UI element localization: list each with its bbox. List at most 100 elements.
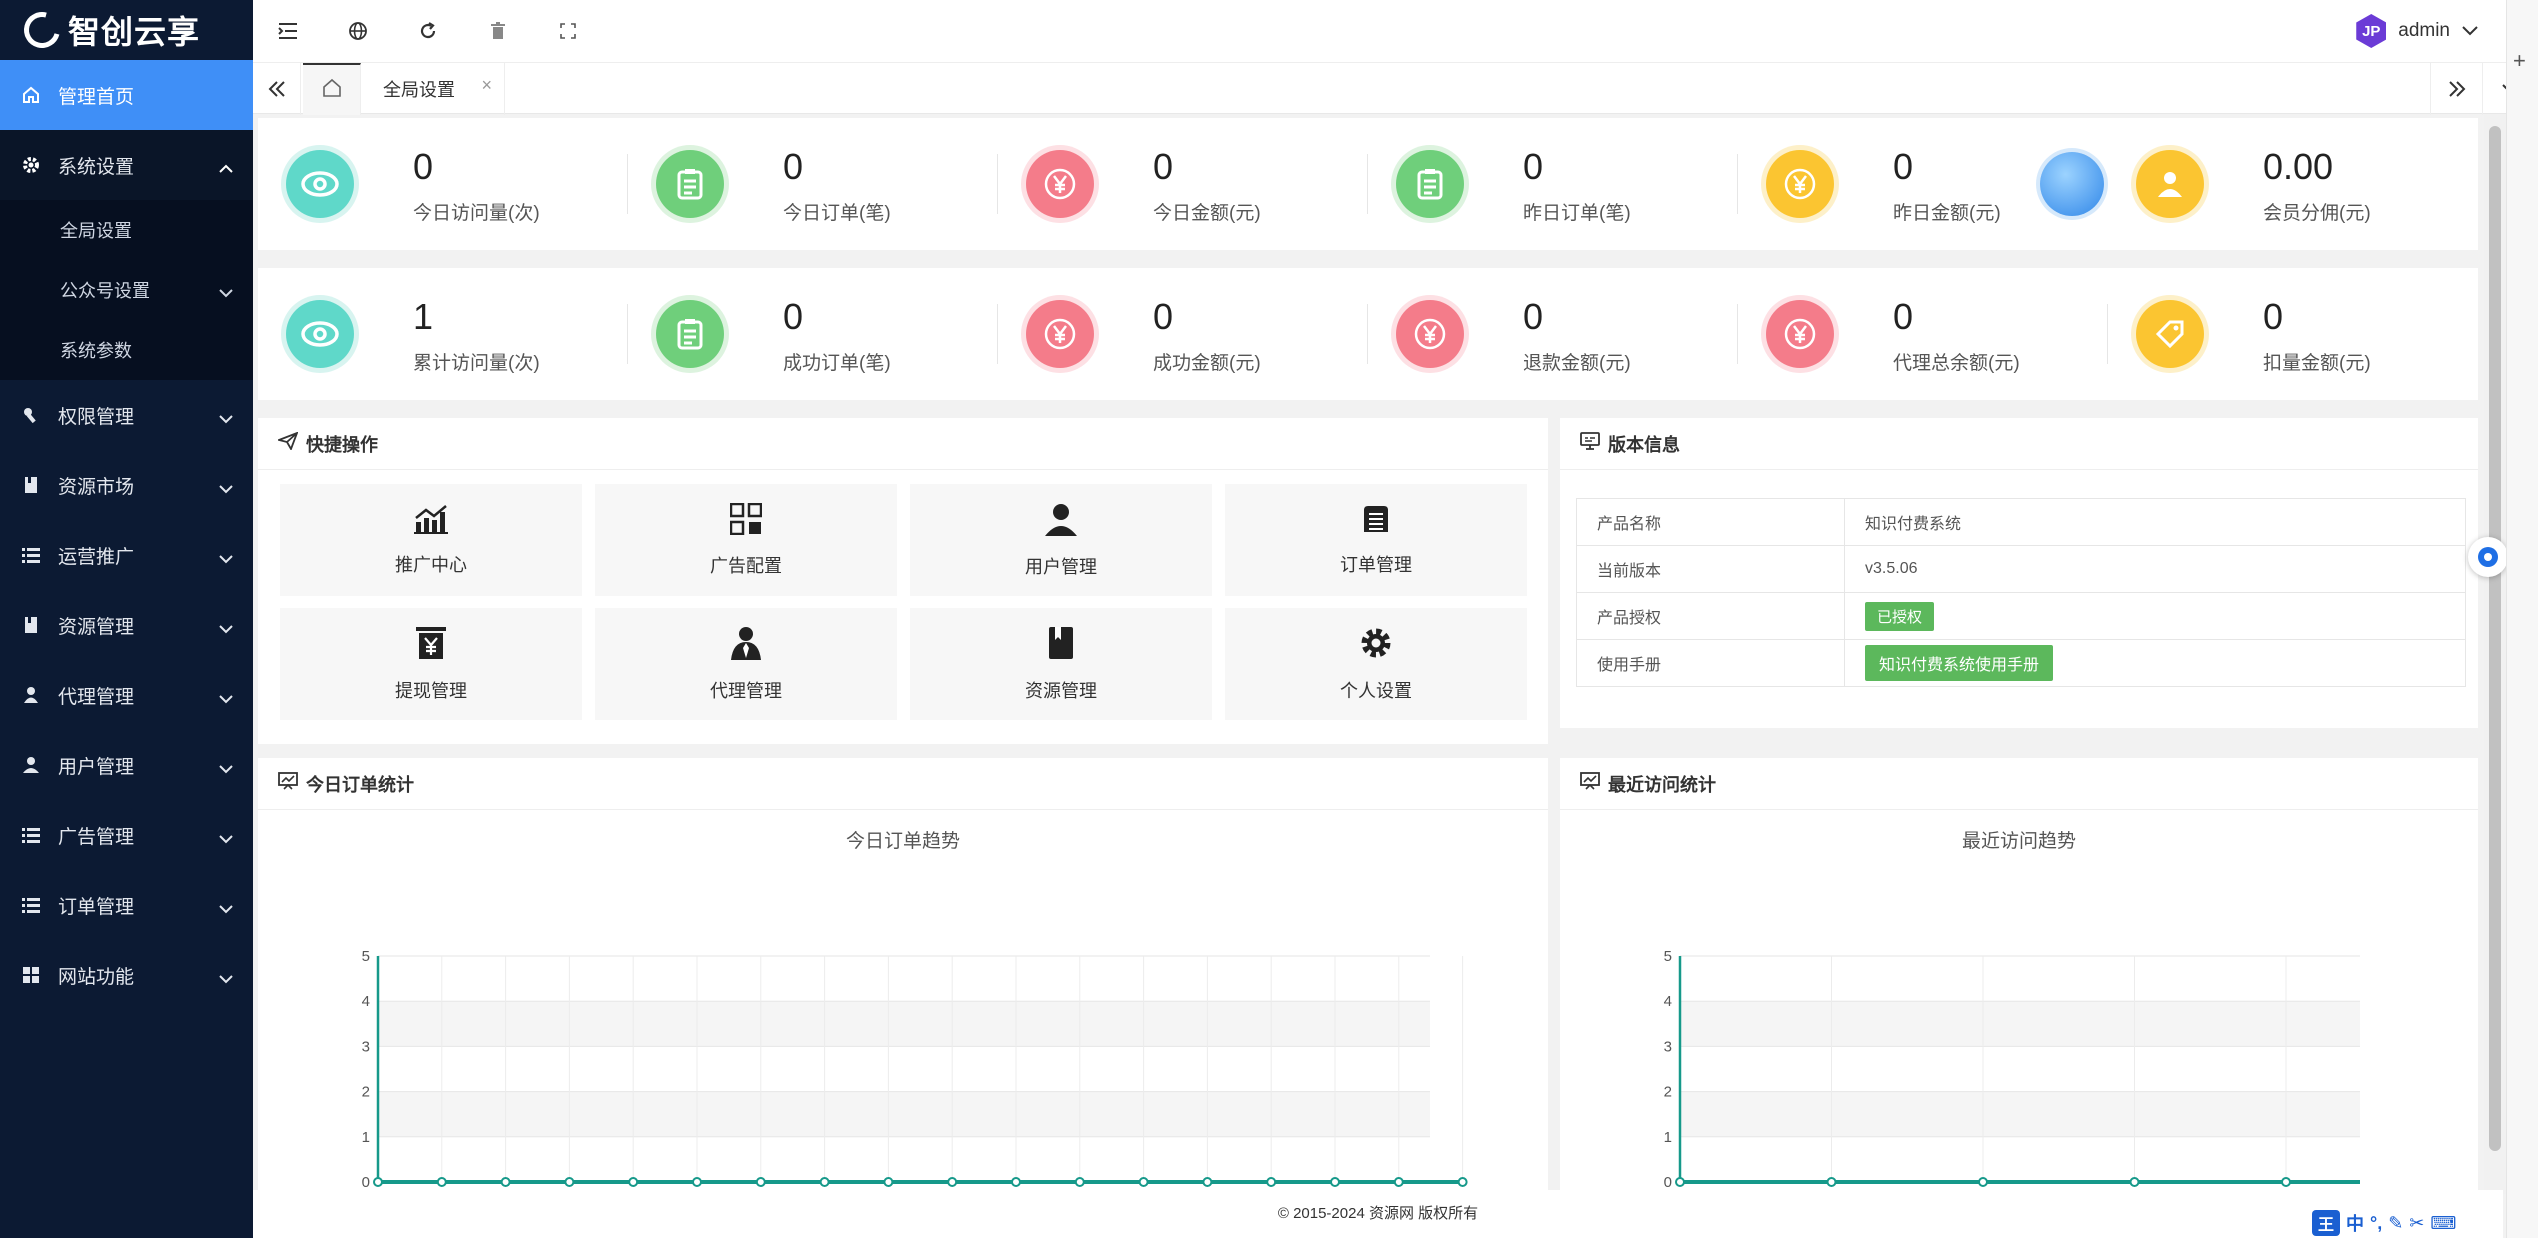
visit-trend-chart: 0123452025-05-312025-06-022025-06-042025…	[1664, 948, 2360, 1190]
sidebar-item-label: 资源市场	[58, 476, 135, 498]
ime-punct[interactable]: °,	[2370, 1212, 2383, 1233]
sidebar-item-ads[interactable]: 广告管理	[0, 800, 253, 870]
y-tick-label: 4	[1664, 993, 1672, 1010]
stats-row-total: 1 累计访问量(次) 0 成功订单(笔) 0 成功金额(元) 0 退款金额(元)…	[258, 268, 2478, 400]
sidebar-subitem-wechat[interactable]: 公众号设置	[0, 260, 253, 320]
divider	[1367, 154, 1368, 214]
sidebar-item-promotion[interactable]: 运营推广	[0, 520, 253, 590]
logo[interactable]: 智创云享	[0, 0, 253, 60]
plus-icon[interactable]: +	[2513, 48, 2526, 73]
sidebar-item-orders[interactable]: 订单管理	[0, 870, 253, 940]
grid-band	[378, 1046, 1430, 1092]
sidebar-item-resource[interactable]: 资源管理	[0, 590, 253, 660]
data-point	[1266, 1177, 1277, 1187]
yen-icon	[1026, 300, 1094, 368]
chevron-down-icon	[219, 828, 233, 850]
tab-label: 全局设置	[383, 80, 455, 100]
data-point	[1202, 1177, 1213, 1187]
ime-scissors[interactable]: ✂	[2409, 1212, 2425, 1233]
quick-action-withdraw[interactable]: 提现管理	[280, 608, 582, 720]
chevron-down-icon	[219, 898, 233, 920]
sidebar-item-system[interactable]: 系统设置	[0, 130, 253, 200]
table-row: 产品授权 已授权	[1576, 592, 2466, 640]
ime-handwrite[interactable]: ✎	[2388, 1212, 2404, 1233]
globe-button[interactable]	[323, 0, 393, 62]
panel-header: 今日订单统计	[258, 758, 1548, 810]
refresh-button[interactable]	[393, 0, 463, 62]
panel-title: 快捷操作	[306, 434, 378, 455]
quick-action-ads[interactable]: 广告配置	[595, 484, 897, 596]
grid-band	[378, 1136, 1430, 1182]
stat-card: 1 累计访问量(次)	[258, 268, 628, 400]
logo-mark-icon	[17, 5, 67, 55]
stat-label: 退款金额(元)	[1523, 353, 1631, 374]
list-icon	[22, 826, 40, 844]
data-point	[1675, 1177, 1685, 1187]
list-icon	[22, 546, 40, 564]
divider	[1737, 304, 1738, 364]
stat-card: 0 扣量金额(元)	[2108, 268, 2478, 400]
qrcode-icon	[729, 502, 763, 540]
quick-action-users[interactable]: 用户管理	[910, 484, 1212, 596]
vertical-scrollbar[interactable]	[2484, 114, 2506, 1194]
tab-scroll-right-button[interactable]	[2430, 63, 2482, 115]
quick-action-label: 资源管理	[1025, 680, 1097, 701]
browser-side-panel: +	[2506, 0, 2538, 1238]
stat-card: 0 昨日订单(笔)	[1368, 118, 1738, 250]
grid-band	[378, 1001, 1430, 1047]
version-panel: 版本信息 产品名称 知识付费系统 当前版本 v3.5.06 产品授权 已授权 使用手册…	[1560, 418, 2478, 728]
sidebar-subitem-params[interactable]: 系统参数	[0, 320, 253, 380]
trash-button[interactable]	[463, 0, 533, 62]
sidebar-item-home[interactable]: 管理首页	[0, 60, 253, 130]
yen-icon	[1026, 150, 1094, 218]
data-point	[755, 1177, 766, 1187]
divider	[627, 304, 628, 364]
sidebar-item-users[interactable]: 用户管理	[0, 730, 253, 800]
ime-toolbar[interactable]: 王 中 °, ✎ ✂ ⌨	[2312, 1210, 2456, 1236]
stat-card: 0 今日访问量(次)	[258, 118, 628, 250]
quick-actions-panel: 快捷操作 推广中心 广告配置 用户管理 订单管理 提现管理 代理管理 资源管理 …	[258, 418, 1548, 744]
divider	[1737, 154, 1738, 214]
chat-bubble-button[interactable]	[2468, 537, 2508, 577]
order-trend-chart: 01234506:0007:0008:0009:0010:0011:0012:0…	[362, 948, 1468, 1190]
menu-toggle-button[interactable]	[253, 0, 323, 62]
chevron-down-icon	[219, 688, 233, 710]
quick-action-resources[interactable]: 资源管理	[910, 608, 1212, 720]
user-icon	[2136, 150, 2204, 218]
chart-up-icon	[414, 504, 448, 539]
yen-icon	[1766, 150, 1834, 218]
manual-link-button[interactable]: 知识付费系统使用手册	[1865, 645, 2054, 681]
sidebar-item-site[interactable]: 网站功能	[0, 940, 253, 1010]
stat-value: 0	[1153, 146, 1174, 187]
scrollbar-thumb[interactable]	[2489, 126, 2501, 1151]
ime-mode[interactable]: 中	[2346, 1214, 2364, 1234]
sidebar-item-label: 运营推广	[58, 546, 135, 568]
tab-home[interactable]	[303, 63, 361, 115]
chevron-down-icon	[219, 758, 233, 780]
visit-stats-panel: 最近访问统计 最近访问趋势 0123452025-05-312025-06-02…	[1560, 758, 2478, 1190]
quick-action-agents[interactable]: 代理管理	[595, 608, 897, 720]
data-point	[1978, 1177, 1988, 1187]
stat-label: 扣量金额(元)	[2263, 353, 2371, 374]
quick-action-orders[interactable]: 订单管理	[1225, 484, 1527, 596]
stat-card: 0 退款金额(元)	[1368, 268, 1738, 400]
quick-action-promotion[interactable]: 推广中心	[280, 484, 582, 596]
y-tick-label: 3	[362, 1038, 370, 1055]
tab-scroll-left-button[interactable]	[253, 63, 301, 115]
sidebar-item-label: 权限管理	[58, 406, 135, 428]
user-menu[interactable]: JP admin	[2356, 14, 2478, 48]
sidebar-subitem-global[interactable]: 全局设置	[0, 200, 253, 260]
sidebar-item-market[interactable]: 资源市场	[0, 450, 253, 520]
ime-keyboard[interactable]: ⌨	[2430, 1212, 2457, 1233]
fullscreen-button[interactable]	[533, 0, 603, 62]
stat-label: 成功订单(笔)	[783, 353, 891, 374]
y-tick-label: 1	[362, 1129, 370, 1146]
sidebar-item-agent[interactable]: 代理管理	[0, 660, 253, 730]
sidebar-item-permission[interactable]: 权限管理	[0, 380, 253, 450]
sidebar-item-label: 管理首页	[58, 86, 135, 108]
quick-action-profile[interactable]: 个人设置	[1225, 608, 1527, 720]
data-point	[1074, 1177, 1085, 1187]
close-icon[interactable]: ×	[481, 75, 492, 95]
logo-text: 智创云享	[68, 14, 201, 50]
tab-global-settings[interactable]: 全局设置 ×	[363, 63, 505, 115]
